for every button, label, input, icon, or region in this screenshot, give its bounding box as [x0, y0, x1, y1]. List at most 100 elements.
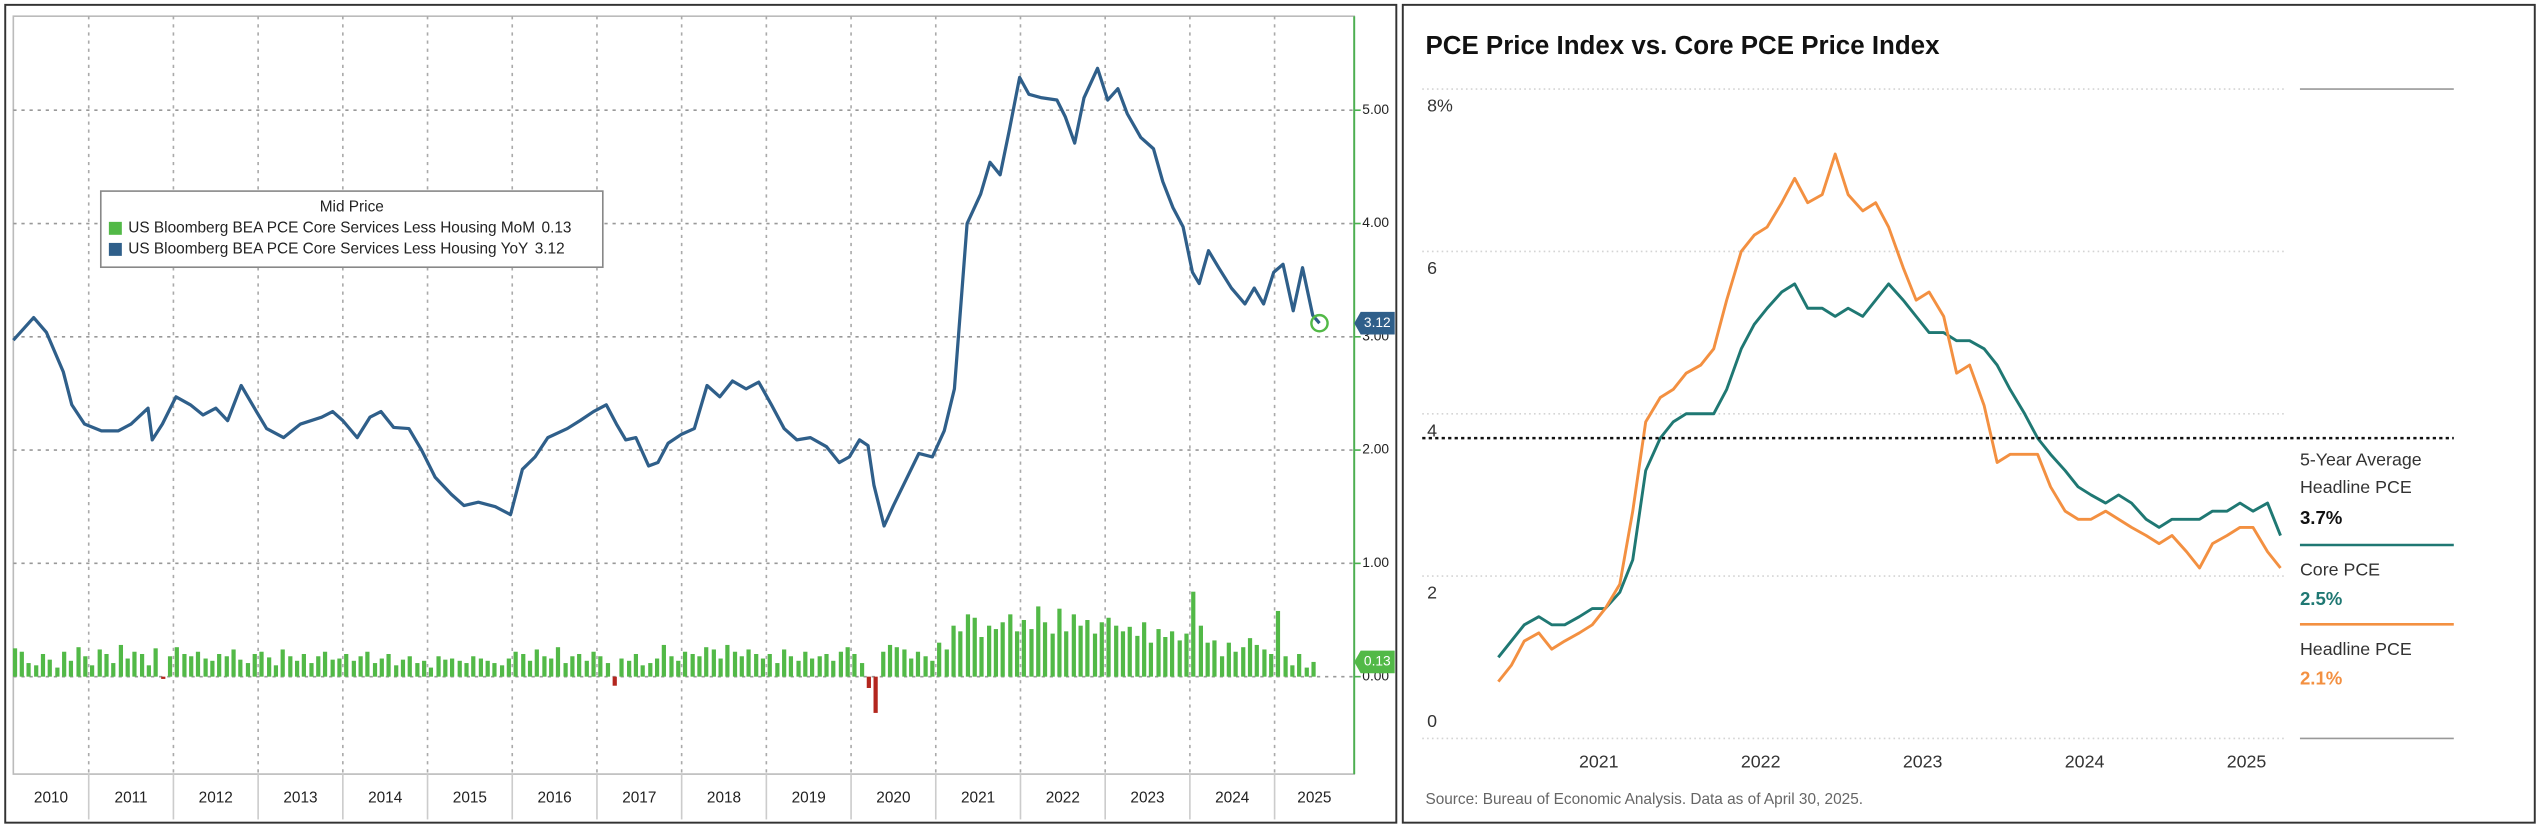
bar: [1071, 614, 1076, 677]
x-tick-label: 2017: [622, 789, 656, 806]
bar: [1177, 640, 1182, 677]
legend-box: [99, 190, 604, 269]
bar: [881, 651, 886, 677]
bar: [796, 660, 801, 677]
bar: [337, 658, 342, 677]
y-tick-label: 6: [1427, 258, 1437, 278]
bar: [499, 665, 505, 677]
bar: [591, 651, 596, 677]
line: [1497, 152, 2282, 683]
x-tick-label: 2024: [1215, 789, 1250, 806]
bar: [725, 644, 730, 677]
bar: [1311, 661, 1316, 677]
bar: [506, 658, 511, 677]
bar: [365, 651, 370, 677]
line: [12, 66, 1321, 528]
x-tick-label: 2010: [34, 789, 68, 806]
bar: [224, 656, 229, 677]
legend-value: 3.7%: [2300, 507, 2343, 528]
bar: [1021, 620, 1026, 677]
bar: [125, 658, 130, 677]
bar: [1205, 642, 1210, 677]
y-tick-label: 1.00: [1362, 555, 1389, 570]
bar: [146, 665, 151, 677]
x-tick-label: 2016: [537, 789, 571, 806]
bar: [1163, 637, 1168, 677]
bar: [648, 663, 653, 677]
bar: [210, 660, 215, 677]
legend-label: Core PCE: [2300, 560, 2380, 580]
x-tick-label: 2023: [1130, 789, 1164, 806]
bar: [1008, 614, 1013, 677]
bar: [619, 658, 624, 677]
bar: [422, 660, 427, 677]
bar: [732, 651, 738, 677]
bar: [909, 658, 914, 677]
bar: [76, 647, 81, 677]
bar: [937, 642, 942, 677]
value-box: [1354, 650, 1395, 674]
bar: [570, 656, 575, 677]
legend-name: US Bloomberg BEA PCE Core Services Less …: [128, 219, 535, 236]
bar: [1297, 653, 1302, 677]
chart-title: PCE Price Index vs. Core PCE Price Index: [1425, 32, 1940, 60]
value-label: 0.13: [1364, 654, 1391, 669]
bar: [1247, 638, 1253, 677]
bar: [259, 651, 264, 677]
bar: [633, 653, 639, 677]
legend-label: Headline PCE: [2300, 477, 2412, 497]
bar: [654, 658, 660, 677]
bar: [379, 658, 384, 677]
bar: [294, 660, 300, 677]
bar: [217, 653, 222, 677]
bar: [316, 656, 321, 677]
bar: [1254, 644, 1259, 677]
bar: [584, 660, 589, 677]
x-tick-label: 2013: [283, 789, 317, 806]
bar: [845, 647, 850, 677]
y-tick-label: 5.00: [1362, 102, 1389, 117]
bar: [1219, 656, 1225, 677]
legend-title: Mid Price: [320, 198, 384, 215]
bar: [887, 644, 893, 677]
bar: [55, 667, 60, 677]
bar: [958, 631, 963, 677]
bar: [174, 647, 179, 677]
bar: [1169, 631, 1175, 677]
bar: [1262, 649, 1267, 677]
bar: [1057, 608, 1062, 677]
bar: [513, 651, 518, 677]
bar: [167, 656, 173, 677]
bar: [527, 660, 533, 677]
legend-label: US Bloomberg BEA PCE Core Services Less …: [128, 219, 571, 236]
bar: [1191, 591, 1196, 677]
bar: [231, 649, 236, 677]
bar: [1269, 653, 1274, 677]
bar: [97, 649, 102, 677]
bar: [47, 659, 52, 677]
bar: [1014, 631, 1020, 677]
bar: [521, 653, 526, 677]
bar: [428, 667, 434, 677]
x-tick-label: 2011: [115, 789, 148, 806]
bar: [534, 649, 539, 677]
bar: [739, 656, 744, 677]
bar: [1042, 622, 1048, 677]
x-tick-label: 2020: [876, 789, 910, 806]
bar: [563, 663, 568, 677]
x-tick-label: 2021: [1579, 751, 1619, 771]
legend-value: 2.5%: [2300, 588, 2343, 609]
value-label: 3.12: [1364, 315, 1391, 330]
bar: [1198, 625, 1203, 677]
bar: [83, 656, 88, 677]
bar: [866, 676, 871, 688]
bar: [394, 665, 399, 677]
bar: [492, 663, 497, 677]
bar: [754, 653, 759, 677]
value-box: [1354, 311, 1395, 335]
bar: [40, 653, 46, 677]
bar: [915, 651, 921, 677]
bar: [464, 663, 469, 677]
bar: [1050, 633, 1055, 677]
